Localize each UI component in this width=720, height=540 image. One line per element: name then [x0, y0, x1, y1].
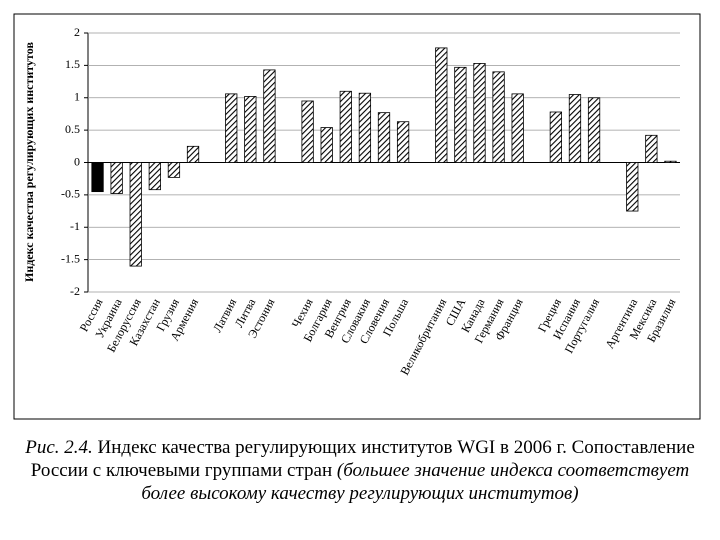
- y-tick-label: 1.5: [65, 57, 80, 71]
- bar: [568, 94, 582, 163]
- bar: [435, 47, 448, 163]
- bar: [396, 121, 410, 163]
- bar: [320, 127, 333, 163]
- y-tick-label: -2: [70, 284, 80, 298]
- bar: [186, 145, 200, 163]
- y-axis-label: Индекс качества регулирующих институтов: [22, 42, 36, 282]
- bar: [91, 162, 104, 193]
- bar: [167, 162, 181, 178]
- bar: [473, 63, 486, 163]
- bar: [244, 96, 257, 163]
- caption-note: (большее значение индекса соответствует …: [141, 460, 690, 504]
- bar: [492, 71, 505, 163]
- y-tick-label: 0.5: [65, 122, 80, 136]
- bar: [377, 112, 391, 163]
- bar: [339, 90, 352, 163]
- caption-text: Индекс качества регулирующих институтов …: [30, 437, 695, 481]
- bar: [511, 93, 524, 163]
- bar: [301, 100, 314, 163]
- bar: [129, 162, 142, 267]
- bar: [110, 162, 123, 194]
- bar: [587, 97, 601, 163]
- bar: [454, 66, 467, 163]
- bar: [148, 162, 161, 191]
- bar: [225, 93, 238, 163]
- y-tick-label: 2: [74, 25, 80, 39]
- bar: [263, 69, 276, 163]
- bar: [626, 162, 639, 212]
- bar: [358, 92, 372, 163]
- chart: Индекс качества регулирующих институтов …: [13, 13, 701, 420]
- caption: Рис. 2.4. Индекс качества регулирующих и…: [10, 436, 710, 505]
- bar: [664, 160, 677, 163]
- bar: [645, 134, 658, 163]
- bar: [549, 111, 562, 163]
- y-tick-label: -1: [70, 219, 80, 233]
- frame: [13, 13, 701, 420]
- y-tick-label: 0: [74, 154, 80, 168]
- y-tick-label: 1: [74, 90, 80, 104]
- y-tick-label: -1.5: [61, 251, 80, 265]
- y-tick-label: -0.5: [61, 187, 80, 201]
- caption-label: Рис. 2.4.: [25, 437, 93, 458]
